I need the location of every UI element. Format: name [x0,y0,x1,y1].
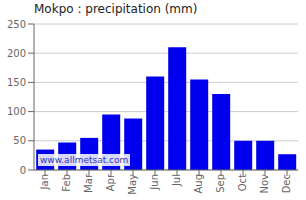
svg-text:50: 50 [13,135,26,146]
svg-text:200: 200 [8,48,26,59]
svg-text:0: 0 [20,165,26,176]
svg-text:Jan: Jan [39,174,50,190]
svg-text:Jun: Jun [149,174,160,191]
svg-text:Mar: Mar [83,173,94,193]
svg-text:250: 250 [8,19,26,30]
svg-text:Aug: Aug [193,174,204,194]
svg-text:150: 150 [8,77,26,88]
svg-text:Jul: Jul [171,174,182,187]
svg-text:Apr: Apr [105,173,116,191]
svg-text:Oct: Oct [237,174,248,191]
svg-text:100: 100 [8,106,26,117]
svg-text:Feb: Feb [61,174,72,192]
html-text:www.allmetsat.com: www.allmetsat.com [40,155,129,165]
svg-text:Sep: Sep [215,174,226,193]
svg-text:Dec: Dec [281,174,292,193]
svg-text:May: May [127,174,138,195]
svg-text:Nov: Nov [259,174,270,194]
html-text:Mokpo : precipitation (mm): Mokpo : precipitation (mm) [34,2,198,16]
